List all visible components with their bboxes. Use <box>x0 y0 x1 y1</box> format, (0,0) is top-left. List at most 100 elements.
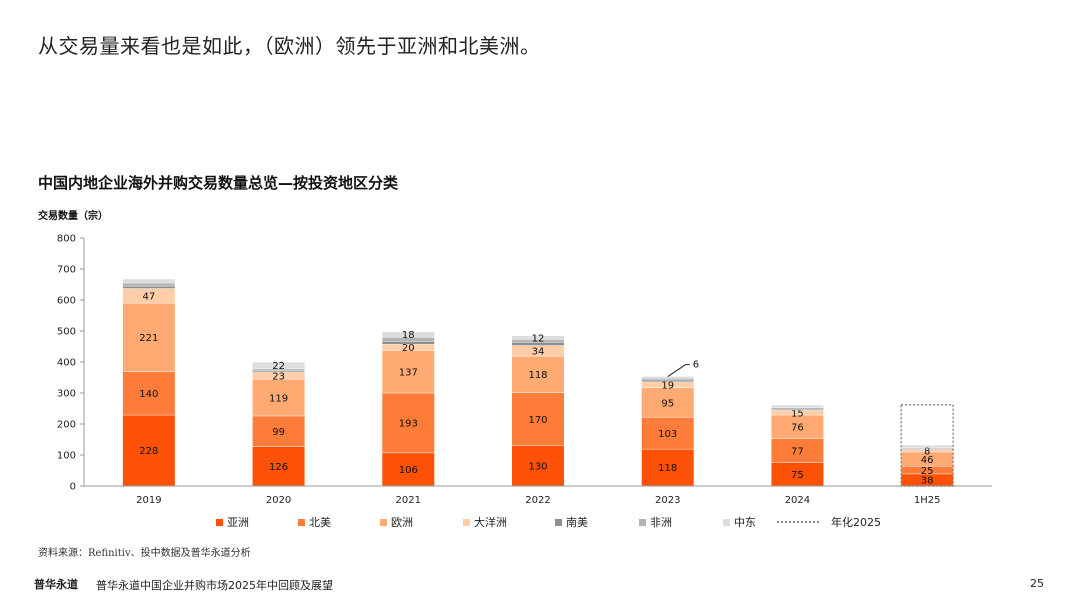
source-note: 资料来源：Refinitiv、投中数据及普华永道分析 <box>38 548 251 559</box>
legend-item-south-america: 南美 <box>555 514 639 530</box>
bar-segment <box>512 393 564 446</box>
bar-segment <box>382 341 435 345</box>
bar-segment <box>771 438 824 463</box>
x-tick-label: 2020 <box>266 495 291 506</box>
legend-swatch-africa <box>639 518 646 526</box>
bar-segment <box>771 405 824 408</box>
bar-segment <box>641 380 694 382</box>
y-tick-label: 400 <box>57 358 76 369</box>
legend-label-south-america: 南美 <box>566 516 588 529</box>
bar-segment <box>771 462 824 486</box>
y-tick-label: 700 <box>57 265 76 276</box>
legend-item-north-america: 北美 <box>298 514 380 530</box>
legend-item-asia: 亚洲 <box>216 514 298 530</box>
bar-segment <box>512 356 564 393</box>
bar-segment <box>252 379 305 416</box>
bar-segment <box>122 415 175 486</box>
bar-segment <box>901 449 954 452</box>
bar-segment <box>512 339 564 342</box>
legend-label-oceania: 大洋洲 <box>474 516 507 529</box>
legend-label-north-america: 北美 <box>309 516 331 529</box>
y-tick-label: 600 <box>57 296 76 307</box>
bar-segment <box>641 376 694 378</box>
y-tick-label: 0 <box>70 482 76 493</box>
data-label: 119 <box>269 393 288 404</box>
legend-swatch-south-america <box>555 518 562 526</box>
bar-segment <box>641 382 694 388</box>
bar-segment <box>512 445 564 486</box>
bar-segment <box>252 446 305 486</box>
data-label: 15 <box>791 408 804 419</box>
x-tick-label: 2019 <box>136 495 161 506</box>
bar-segment <box>512 345 564 356</box>
bar-segment <box>771 407 824 409</box>
legend-label-africa: 非洲 <box>650 516 672 529</box>
data-label: 126 <box>269 462 288 473</box>
data-label: 221 <box>139 333 158 344</box>
legend-swatch-europe <box>380 518 387 526</box>
bar-segment <box>382 331 435 338</box>
data-label: 75 <box>791 470 804 481</box>
data-label: 130 <box>528 461 547 472</box>
bar-segment <box>122 279 175 283</box>
data-label: 47 <box>142 292 155 303</box>
data-label: 19 <box>661 381 674 392</box>
bar-segment <box>901 474 954 486</box>
bar-segment <box>382 344 435 351</box>
bar-segment <box>641 417 694 449</box>
data-label: 23 <box>272 371 285 382</box>
data-label: 228 <box>139 446 158 457</box>
bar-segment <box>512 335 564 340</box>
legend-item-oceania: 大洋洲 <box>463 514 555 530</box>
legend-item-annualized: 年化2025 <box>777 514 881 530</box>
data-label: 103 <box>658 429 677 440</box>
bar-segment <box>382 350 435 393</box>
data-label: 95 <box>661 398 674 409</box>
bar-segment <box>252 416 305 447</box>
bar-segment <box>252 362 305 369</box>
page-headline: 从交易量来看也是如此，（欧洲）领先于亚洲和北美洲。 <box>38 34 541 58</box>
legend-label-annualized: 年化2025 <box>831 516 881 529</box>
legend-swatch-oceania <box>463 518 470 526</box>
bar-segment <box>512 342 564 346</box>
bar-segment <box>771 410 824 415</box>
x-tick-label: 1H25 <box>914 495 941 506</box>
data-label: 106 <box>399 465 418 476</box>
bar-segment <box>641 388 694 417</box>
x-tick-label: 2024 <box>785 495 810 506</box>
bar-segment <box>382 337 435 342</box>
legend-label-europe: 欧洲 <box>391 516 413 529</box>
data-label: 76 <box>791 423 804 434</box>
y-tick-label: 800 <box>57 234 76 245</box>
legend-item-europe: 欧洲 <box>380 514 463 530</box>
bar-segment <box>122 303 175 372</box>
data-label: 46 <box>921 455 934 466</box>
data-label: 8 <box>924 446 930 457</box>
bar-segment <box>252 369 305 371</box>
bar-segment <box>122 286 175 289</box>
bar-segment <box>252 372 305 379</box>
x-tick-label: 2021 <box>396 495 421 506</box>
data-label: 140 <box>139 389 158 400</box>
data-label: 193 <box>399 419 418 430</box>
data-label: 118 <box>658 463 677 474</box>
bar-segment <box>252 370 305 372</box>
legend-item-africa: 非洲 <box>639 514 723 530</box>
bar-segment <box>382 393 435 453</box>
y-axis-label: 交易数量（宗） <box>38 211 108 222</box>
data-label: 6 <box>693 360 699 371</box>
legend-label-middle-east: 中东 <box>734 516 756 529</box>
data-label: 18 <box>402 330 415 341</box>
bar-segment <box>382 453 435 486</box>
y-tick-label: 200 <box>57 420 76 431</box>
y-tick-label: 300 <box>57 389 76 400</box>
bar-segment <box>641 378 694 380</box>
x-tick-label: 2023 <box>655 495 680 506</box>
legend-swatch-asia <box>216 518 223 526</box>
y-tick-label: 500 <box>57 327 76 338</box>
legend-swatch-north-america <box>298 518 305 526</box>
data-label: 77 <box>791 446 804 457</box>
chart-legend: 亚洲 北美 欧洲 大洋洲 南美 非洲 中东 年化2025 <box>216 514 881 530</box>
data-label: 118 <box>528 370 547 381</box>
